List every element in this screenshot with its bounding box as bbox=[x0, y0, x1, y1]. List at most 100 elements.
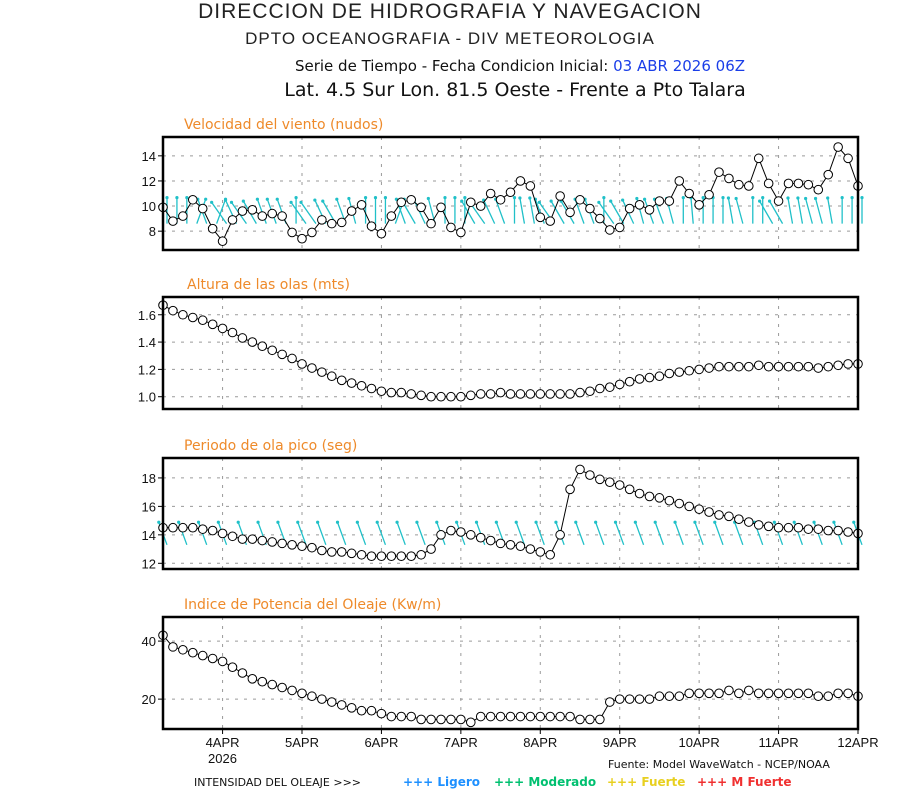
direction-arrow-head bbox=[165, 196, 169, 200]
direction-arrow-head bbox=[313, 198, 317, 202]
data-point bbox=[247, 534, 258, 544]
direction-arrow-head bbox=[786, 196, 790, 200]
data-point bbox=[694, 200, 704, 210]
data-point bbox=[604, 697, 615, 707]
data-point bbox=[237, 668, 248, 678]
direction-arrow-head bbox=[549, 199, 553, 203]
direction-arrow-head bbox=[256, 520, 260, 524]
data-point bbox=[773, 522, 784, 533]
direction-arrow-head bbox=[574, 520, 578, 524]
page-title: DIRECCION DE HIDROGRAFIA Y NAVEGACION bbox=[198, 0, 702, 23]
direction-arrow-head bbox=[463, 196, 467, 200]
data-point bbox=[416, 390, 426, 401]
direction-arrow-head bbox=[265, 197, 269, 201]
data-point bbox=[406, 194, 417, 205]
data-point bbox=[525, 711, 536, 722]
x-tick-label: 11APR bbox=[758, 735, 798, 750]
data-point bbox=[356, 549, 367, 560]
data-point bbox=[644, 205, 655, 215]
direction-arrow bbox=[297, 522, 307, 546]
data-point bbox=[217, 528, 228, 539]
data-point bbox=[644, 372, 655, 383]
data-point bbox=[734, 688, 744, 699]
direction-arrow-head bbox=[275, 197, 279, 201]
direction-arrow bbox=[574, 198, 585, 224]
data-point bbox=[237, 534, 248, 544]
panel-title: Altura de las olas (mts) bbox=[187, 277, 350, 293]
direction-arrow-head bbox=[355, 520, 359, 524]
data-point bbox=[485, 711, 496, 722]
data-point bbox=[187, 647, 198, 658]
data-point bbox=[227, 327, 238, 338]
data-point bbox=[773, 688, 784, 699]
data-point bbox=[336, 375, 347, 386]
direction-arrow bbox=[805, 198, 813, 224]
data-point bbox=[773, 361, 784, 372]
direction-arrow-head bbox=[772, 520, 776, 524]
data-point bbox=[704, 507, 714, 517]
data-point bbox=[187, 194, 198, 205]
direction-arrow bbox=[614, 522, 625, 546]
data-point bbox=[495, 538, 506, 549]
data-point bbox=[505, 711, 516, 722]
data-point bbox=[267, 345, 278, 356]
data-point bbox=[456, 391, 466, 402]
data-point bbox=[664, 691, 675, 702]
data-point bbox=[823, 361, 834, 372]
plot-frame bbox=[161, 295, 860, 411]
direction-arrow bbox=[529, 197, 535, 224]
data-point bbox=[823, 525, 834, 536]
data-point bbox=[287, 353, 297, 364]
direction-arrow-head bbox=[518, 196, 522, 200]
data-point bbox=[704, 363, 714, 373]
data-point bbox=[783, 522, 794, 533]
direction-arrow-head bbox=[455, 520, 459, 524]
data-point bbox=[446, 391, 456, 402]
direction-arrow-head bbox=[204, 197, 208, 201]
data-point bbox=[197, 650, 208, 661]
direction-arrow bbox=[634, 522, 645, 546]
plot-frame bbox=[161, 615, 860, 731]
direction-arrow-head bbox=[426, 196, 430, 201]
intensity-label: INTENSIDAD DEL OLEAJE >>> bbox=[194, 776, 361, 789]
direction-arrow bbox=[356, 522, 367, 546]
data-point bbox=[634, 488, 645, 499]
data-point bbox=[793, 178, 804, 189]
data-point bbox=[217, 323, 228, 334]
data-point bbox=[674, 691, 685, 702]
panel-title: Indice de Potencia del Oleaje (Kw/m) bbox=[184, 597, 441, 613]
data-point bbox=[604, 477, 615, 487]
direction-arrow-head bbox=[813, 196, 818, 201]
data-point bbox=[694, 364, 704, 375]
data-point bbox=[217, 656, 228, 667]
y-tick-label: 20 bbox=[142, 692, 156, 707]
data-point bbox=[743, 181, 754, 191]
init-date: 03 ABR 2026 06Z bbox=[613, 57, 746, 75]
direction-arrow bbox=[769, 200, 784, 224]
data-point bbox=[724, 685, 734, 696]
data-point bbox=[178, 309, 188, 320]
direction-arrow bbox=[759, 200, 774, 224]
source-label: Fuente: Model WaveWatch - NCEP/NOAA bbox=[608, 758, 830, 771]
direction-arrow bbox=[787, 197, 794, 224]
data-point bbox=[734, 361, 744, 372]
data-point bbox=[783, 178, 794, 189]
data-point bbox=[436, 391, 446, 402]
data-point bbox=[247, 205, 258, 215]
data-point bbox=[495, 711, 506, 722]
y-tick-label: 1.6 bbox=[138, 308, 156, 323]
direction-arrow-head bbox=[621, 198, 625, 202]
data-point bbox=[803, 361, 814, 372]
data-point bbox=[555, 191, 565, 201]
data-point bbox=[485, 188, 496, 199]
data-point bbox=[356, 200, 367, 210]
direction-arrow bbox=[797, 197, 804, 224]
data-point bbox=[317, 545, 327, 556]
direction-arrow bbox=[336, 522, 347, 546]
data-point bbox=[575, 194, 585, 205]
direction-arrow-head bbox=[812, 520, 816, 524]
direction-arrow-head bbox=[373, 196, 378, 200]
data-point bbox=[495, 194, 506, 205]
data-point bbox=[277, 211, 287, 221]
